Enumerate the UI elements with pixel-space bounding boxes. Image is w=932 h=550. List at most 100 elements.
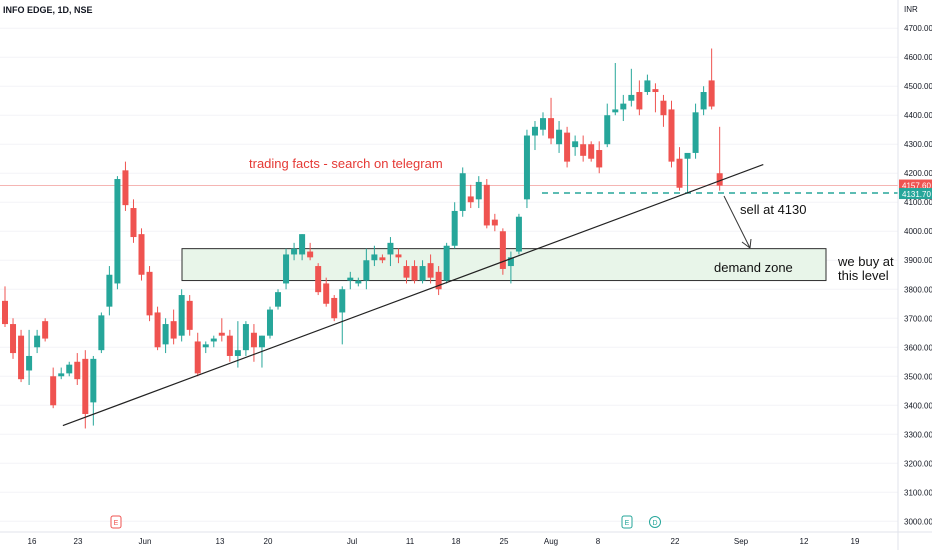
candle[interactable] bbox=[716, 126, 723, 191]
candle[interactable] bbox=[676, 147, 683, 191]
candle[interactable] bbox=[162, 318, 169, 354]
candle[interactable] bbox=[548, 97, 555, 145]
candle-body bbox=[339, 289, 346, 313]
candle[interactable] bbox=[596, 141, 603, 174]
candle[interactable] bbox=[122, 161, 129, 211]
candle[interactable] bbox=[684, 152, 691, 194]
candle[interactable] bbox=[34, 329, 41, 354]
candle[interactable] bbox=[556, 121, 563, 153]
candle[interactable] bbox=[692, 103, 699, 159]
candle[interactable] bbox=[323, 277, 330, 307]
candle[interactable] bbox=[315, 263, 322, 296]
candle[interactable] bbox=[299, 234, 306, 261]
candle[interactable] bbox=[106, 266, 113, 316]
candle[interactable] bbox=[58, 367, 65, 380]
candle[interactable] bbox=[531, 121, 538, 151]
candle[interactable] bbox=[114, 176, 121, 290]
candle[interactable] bbox=[210, 335, 217, 348]
event-marker[interactable]: E bbox=[110, 515, 122, 529]
candle[interactable] bbox=[283, 248, 290, 290]
candle[interactable] bbox=[66, 361, 73, 377]
candle[interactable] bbox=[266, 306, 273, 339]
candle[interactable] bbox=[604, 103, 611, 148]
candle[interactable] bbox=[403, 260, 410, 284]
candle[interactable] bbox=[660, 94, 667, 127]
candle[interactable] bbox=[620, 94, 627, 122]
candle[interactable] bbox=[146, 266, 153, 322]
candle[interactable] bbox=[588, 141, 595, 162]
candle[interactable] bbox=[130, 199, 137, 243]
candle[interactable] bbox=[435, 266, 442, 296]
candle[interactable] bbox=[652, 83, 659, 113]
candle[interactable] bbox=[18, 329, 25, 383]
candle[interactable] bbox=[186, 295, 193, 336]
candle[interactable] bbox=[564, 126, 571, 168]
candle[interactable] bbox=[540, 112, 547, 136]
candle-body bbox=[299, 234, 306, 255]
candle[interactable] bbox=[379, 254, 386, 264]
candle[interactable] bbox=[202, 341, 209, 354]
candle[interactable] bbox=[580, 135, 587, 162]
candle[interactable] bbox=[700, 86, 707, 116]
candle-body bbox=[435, 271, 442, 290]
candle[interactable] bbox=[2, 286, 8, 327]
candle[interactable] bbox=[50, 367, 57, 409]
candle[interactable] bbox=[451, 202, 458, 249]
candle-body bbox=[250, 332, 257, 348]
candle[interactable] bbox=[467, 184, 474, 209]
candle[interactable] bbox=[250, 324, 257, 362]
time-axis[interactable]: 16 23 Jun 13 20 Jul 11 18 25 Aug 8 22 Sep 12 19 bbox=[28, 537, 860, 546]
candle[interactable] bbox=[507, 251, 514, 284]
candle[interactable] bbox=[628, 68, 635, 107]
candle[interactable] bbox=[355, 277, 362, 287]
candle[interactable] bbox=[419, 260, 426, 284]
candle[interactable] bbox=[331, 295, 338, 322]
candle[interactable] bbox=[170, 309, 177, 345]
candle[interactable] bbox=[226, 329, 233, 362]
candle[interactable] bbox=[194, 332, 201, 377]
candle[interactable] bbox=[242, 321, 249, 356]
candle[interactable] bbox=[42, 318, 49, 342]
candle[interactable] bbox=[218, 318, 225, 342]
candle[interactable] bbox=[395, 248, 402, 264]
candle[interactable] bbox=[387, 237, 394, 267]
candle[interactable] bbox=[10, 318, 17, 359]
candle-body bbox=[58, 373, 65, 377]
candle[interactable] bbox=[347, 271, 354, 290]
price-axis[interactable]: 4700.00 4600.00 4500.00 4400.00 4300.00 4200.… bbox=[904, 24, 932, 526]
candle[interactable] bbox=[307, 242, 314, 261]
candle[interactable] bbox=[371, 245, 378, 267]
candle[interactable] bbox=[491, 213, 498, 232]
candle[interactable] bbox=[154, 306, 161, 351]
candle[interactable] bbox=[644, 74, 651, 95]
candle[interactable] bbox=[275, 289, 282, 310]
candle[interactable] bbox=[612, 63, 619, 116]
candle[interactable] bbox=[26, 329, 33, 385]
event-marker[interactable]: E bbox=[621, 515, 633, 529]
candle[interactable] bbox=[74, 353, 81, 385]
candle[interactable] bbox=[178, 289, 185, 342]
candle[interactable] bbox=[515, 213, 522, 255]
candle[interactable] bbox=[82, 350, 89, 429]
candle[interactable] bbox=[339, 286, 346, 345]
candle[interactable] bbox=[459, 167, 466, 217]
candle[interactable] bbox=[443, 242, 450, 284]
candle[interactable] bbox=[363, 248, 370, 290]
trendline[interactable] bbox=[62, 163, 764, 427]
candle[interactable] bbox=[499, 228, 506, 275]
event-marker[interactable]: D bbox=[649, 516, 661, 528]
candle[interactable] bbox=[483, 179, 490, 229]
candle[interactable] bbox=[636, 80, 643, 116]
candle-body bbox=[283, 254, 290, 284]
candle[interactable] bbox=[291, 242, 298, 261]
candle[interactable] bbox=[138, 228, 145, 281]
candle[interactable] bbox=[411, 260, 418, 284]
candle[interactable] bbox=[427, 254, 434, 284]
candle[interactable] bbox=[668, 100, 675, 168]
candle[interactable] bbox=[98, 312, 105, 354]
candle[interactable] bbox=[523, 129, 530, 209]
candle[interactable] bbox=[475, 176, 482, 209]
candle[interactable] bbox=[708, 48, 715, 110]
candle[interactable] bbox=[572, 135, 579, 156]
